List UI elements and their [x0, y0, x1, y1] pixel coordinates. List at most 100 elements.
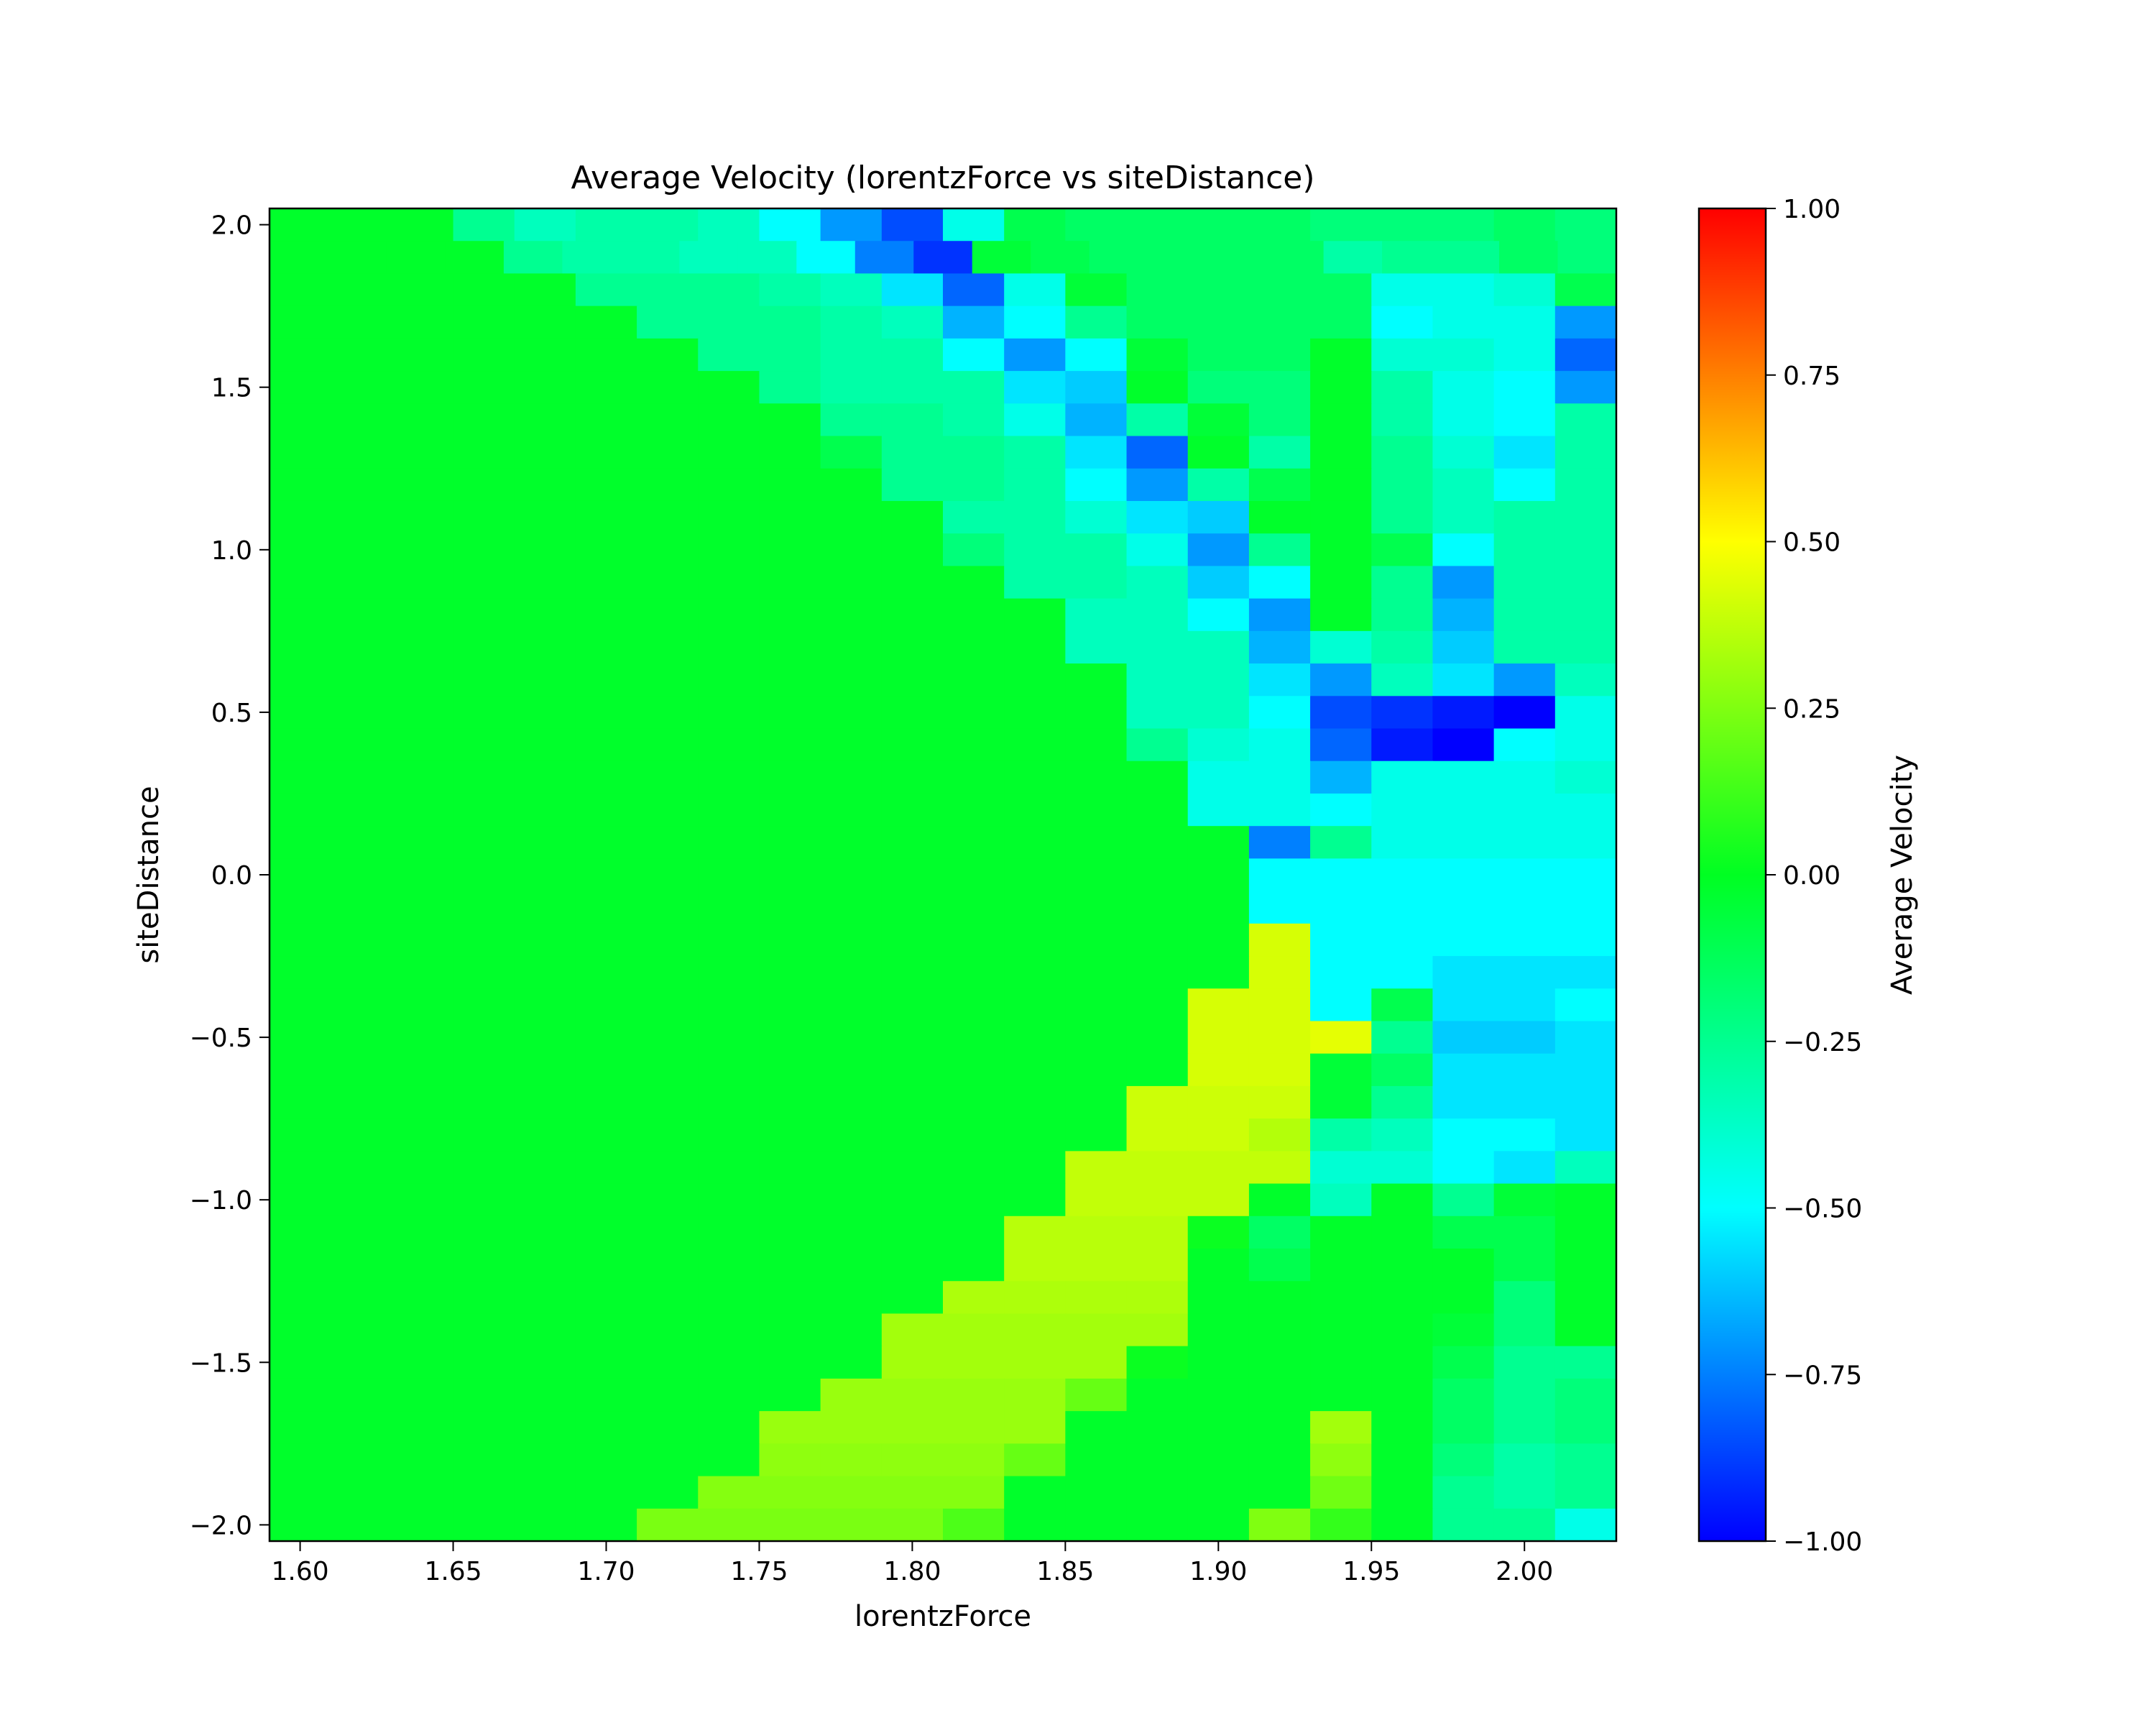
heatmap-cell	[1126, 1281, 1189, 1315]
heatmap-cell	[1493, 371, 1556, 405]
heatmap-cell	[637, 630, 699, 664]
heatmap-cell	[637, 1021, 699, 1054]
heatmap-cell	[1248, 630, 1311, 664]
heatmap-cell	[1065, 598, 1128, 632]
heatmap-cell	[1065, 1215, 1128, 1249]
heatmap-cell	[820, 923, 883, 957]
heatmap-cell	[331, 728, 393, 762]
heatmap-cell	[1310, 1346, 1373, 1379]
heatmap-cell	[1248, 1118, 1311, 1152]
heatmap-cell	[1310, 1053, 1373, 1087]
heatmap-cell	[1187, 1085, 1250, 1119]
heatmap-cell	[1065, 1346, 1128, 1379]
heatmap-cell	[637, 858, 699, 892]
heatmap-cell	[1371, 1378, 1434, 1412]
heatmap-cell	[1371, 436, 1434, 469]
heatmap-cell	[1126, 1118, 1189, 1152]
heatmap-cell	[1004, 1118, 1067, 1152]
heatmap-cell	[943, 208, 1005, 242]
heatmap-cell	[1432, 1281, 1495, 1315]
heatmap-cell	[514, 1313, 576, 1347]
heatmap-cell	[759, 1118, 821, 1152]
heatmap-cell	[1371, 956, 1434, 990]
heatmap-cell	[698, 468, 760, 502]
heatmap-cell	[270, 338, 331, 372]
heatmap-cell	[820, 793, 883, 827]
heatmap-cell	[1126, 1053, 1189, 1087]
heatmap-cell	[759, 988, 821, 1022]
y-tick-label: 0.5	[211, 699, 252, 728]
heatmap-cell	[1310, 1476, 1373, 1509]
heatmap-cell	[1310, 566, 1373, 599]
heatmap-cell	[514, 696, 576, 730]
heatmap-cell	[331, 1443, 393, 1477]
heatmap-cell	[331, 891, 393, 924]
heatmap-cell	[331, 858, 393, 892]
heatmap-cell	[820, 1249, 883, 1282]
heatmap-cell	[881, 891, 944, 924]
heatmap-cell	[1493, 1151, 1556, 1185]
heatmap-cell	[1371, 923, 1434, 957]
heatmap-cell	[1248, 273, 1311, 307]
colorbar-tick-label: 0.75	[1783, 362, 1841, 391]
heatmap-cell	[1004, 793, 1067, 827]
heatmap-cell	[575, 1476, 637, 1509]
heatmap-cell	[1065, 858, 1128, 892]
heatmap-cell	[1065, 891, 1128, 924]
colorbar-tick-label: −0.75	[1783, 1361, 1862, 1390]
heatmap-cell	[1371, 1021, 1434, 1054]
heatmap-cell	[1065, 696, 1128, 730]
heatmap-cell	[1248, 468, 1311, 502]
heatmap-cell	[820, 468, 883, 502]
heatmap-cell	[1371, 891, 1434, 924]
heatmap-cell	[1310, 1508, 1373, 1542]
heatmap-cell	[392, 956, 454, 990]
heatmap-cell	[1187, 1411, 1250, 1445]
heatmap-cell	[881, 1346, 944, 1379]
heatmap-cell	[1493, 533, 1556, 567]
heatmap-cell	[1004, 696, 1067, 730]
heatmap-cell	[514, 891, 576, 924]
heatmap-cell	[759, 533, 821, 567]
heatmap-cell	[820, 1378, 883, 1412]
heatmap-cell	[1248, 1021, 1311, 1054]
heatmap-cell	[820, 1346, 883, 1379]
heatmap-cell	[943, 1508, 1005, 1542]
heatmap-cell	[637, 305, 699, 339]
heatmap-cell	[1065, 1021, 1128, 1054]
heatmap-cell	[331, 1346, 393, 1379]
heatmap-cell	[514, 1085, 576, 1119]
heatmap-cell	[392, 403, 454, 437]
heatmap-cell	[1310, 696, 1373, 730]
heatmap-cell	[1310, 598, 1373, 632]
heatmap-cell	[1004, 566, 1067, 599]
heatmap-cell	[759, 760, 821, 794]
heatmap-cell	[1310, 500, 1373, 534]
heatmap-cell	[1065, 1183, 1128, 1217]
heatmap-cell	[820, 1021, 883, 1054]
colorbar-tick-label: −1.00	[1783, 1527, 1862, 1557]
colorbar-tick-label: 1.00	[1783, 195, 1841, 224]
heatmap-cell	[1554, 1476, 1617, 1509]
x-axis-ticks: 1.60 1.65 1.70 1.75 1.80 1.85 1.90 1.95 2.00	[272, 1541, 1553, 1586]
heatmap-cell	[943, 468, 1005, 502]
heatmap-cell	[392, 793, 454, 827]
heatmap-cell	[1432, 923, 1495, 957]
heatmap-cell	[1065, 566, 1128, 599]
heatmap-cell	[1004, 533, 1067, 567]
heatmap-cell	[575, 858, 637, 892]
heatmap-cell	[575, 273, 637, 307]
heatmap-cell	[1126, 1313, 1189, 1347]
heatmap-cell	[943, 566, 1005, 599]
heatmap-cell	[881, 273, 944, 307]
y-tick-label: 1.0	[211, 536, 252, 566]
heatmap-cell	[637, 988, 699, 1022]
heatmap-cell	[514, 1476, 576, 1509]
heatmap-cell	[575, 826, 637, 860]
heatmap-cell	[514, 566, 576, 599]
y-tick-label: 1.5	[211, 374, 252, 403]
heatmap-cell	[759, 826, 821, 860]
heatmap-cell	[1310, 338, 1373, 372]
heatmap-cell	[1554, 1313, 1617, 1347]
heatmap-cell	[1065, 826, 1128, 860]
